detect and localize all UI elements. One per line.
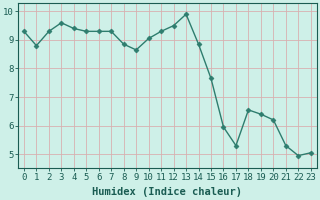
X-axis label: Humidex (Indice chaleur): Humidex (Indice chaleur) — [92, 187, 242, 197]
